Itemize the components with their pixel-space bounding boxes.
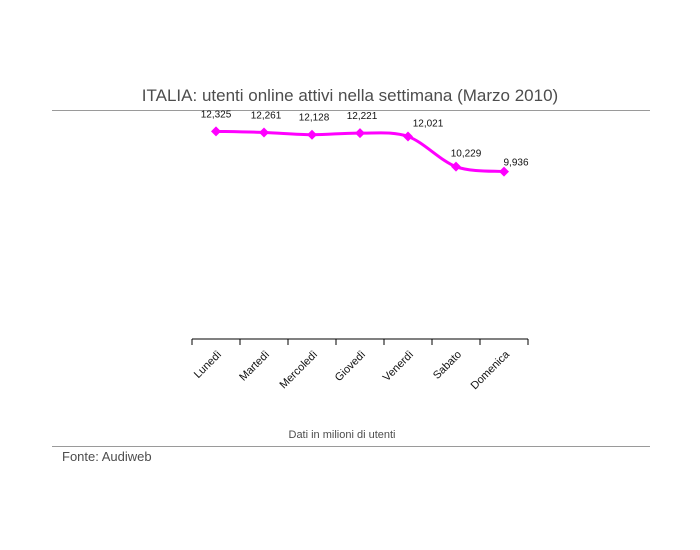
data-label: 9,936 bbox=[503, 158, 528, 169]
x-tick-label: Sabato bbox=[431, 349, 464, 382]
footer-divider bbox=[52, 446, 650, 447]
x-tick-label: Martedì bbox=[237, 349, 272, 384]
chart-title: ITALIA: utenti online attivi nella setti… bbox=[141, 86, 559, 105]
source-note: Fonte: Audiweb bbox=[62, 449, 152, 464]
data-label: 12,261 bbox=[251, 110, 282, 121]
data-label: 12,021 bbox=[413, 118, 444, 129]
x-axis bbox=[191, 338, 529, 345]
title-divider bbox=[52, 110, 650, 111]
data-point-marker bbox=[355, 128, 365, 139]
data-label-layer: 12,325 12,261 12,128 12,221 12,021 10,229 9,93… bbox=[201, 109, 529, 168]
x-tick-label: Domenica bbox=[469, 348, 513, 392]
x-axis-title: Dati in milioni di utenti bbox=[289, 429, 396, 441]
marker-layer bbox=[211, 126, 509, 177]
data-point-marker bbox=[259, 127, 269, 138]
x-tick-label: Giovedì bbox=[333, 349, 368, 384]
data-point-marker bbox=[211, 126, 221, 137]
data-point-marker bbox=[451, 161, 461, 172]
x-tick-label-layer: Lunedì Martedì Mercoledì Giovedì Venerdì Saba… bbox=[192, 348, 513, 392]
x-tick-label: Lunedì bbox=[192, 349, 224, 381]
x-tick-label: Mercoledì bbox=[277, 349, 320, 392]
data-label: 12,325 bbox=[201, 109, 232, 120]
data-point-marker bbox=[499, 166, 509, 177]
data-point-marker bbox=[403, 131, 413, 142]
data-label: 12,221 bbox=[347, 111, 378, 122]
data-point-marker bbox=[307, 129, 317, 140]
data-label: 10,229 bbox=[451, 149, 482, 160]
data-label: 12,128 bbox=[299, 113, 330, 124]
x-tick-label: Venerdì bbox=[381, 349, 416, 384]
